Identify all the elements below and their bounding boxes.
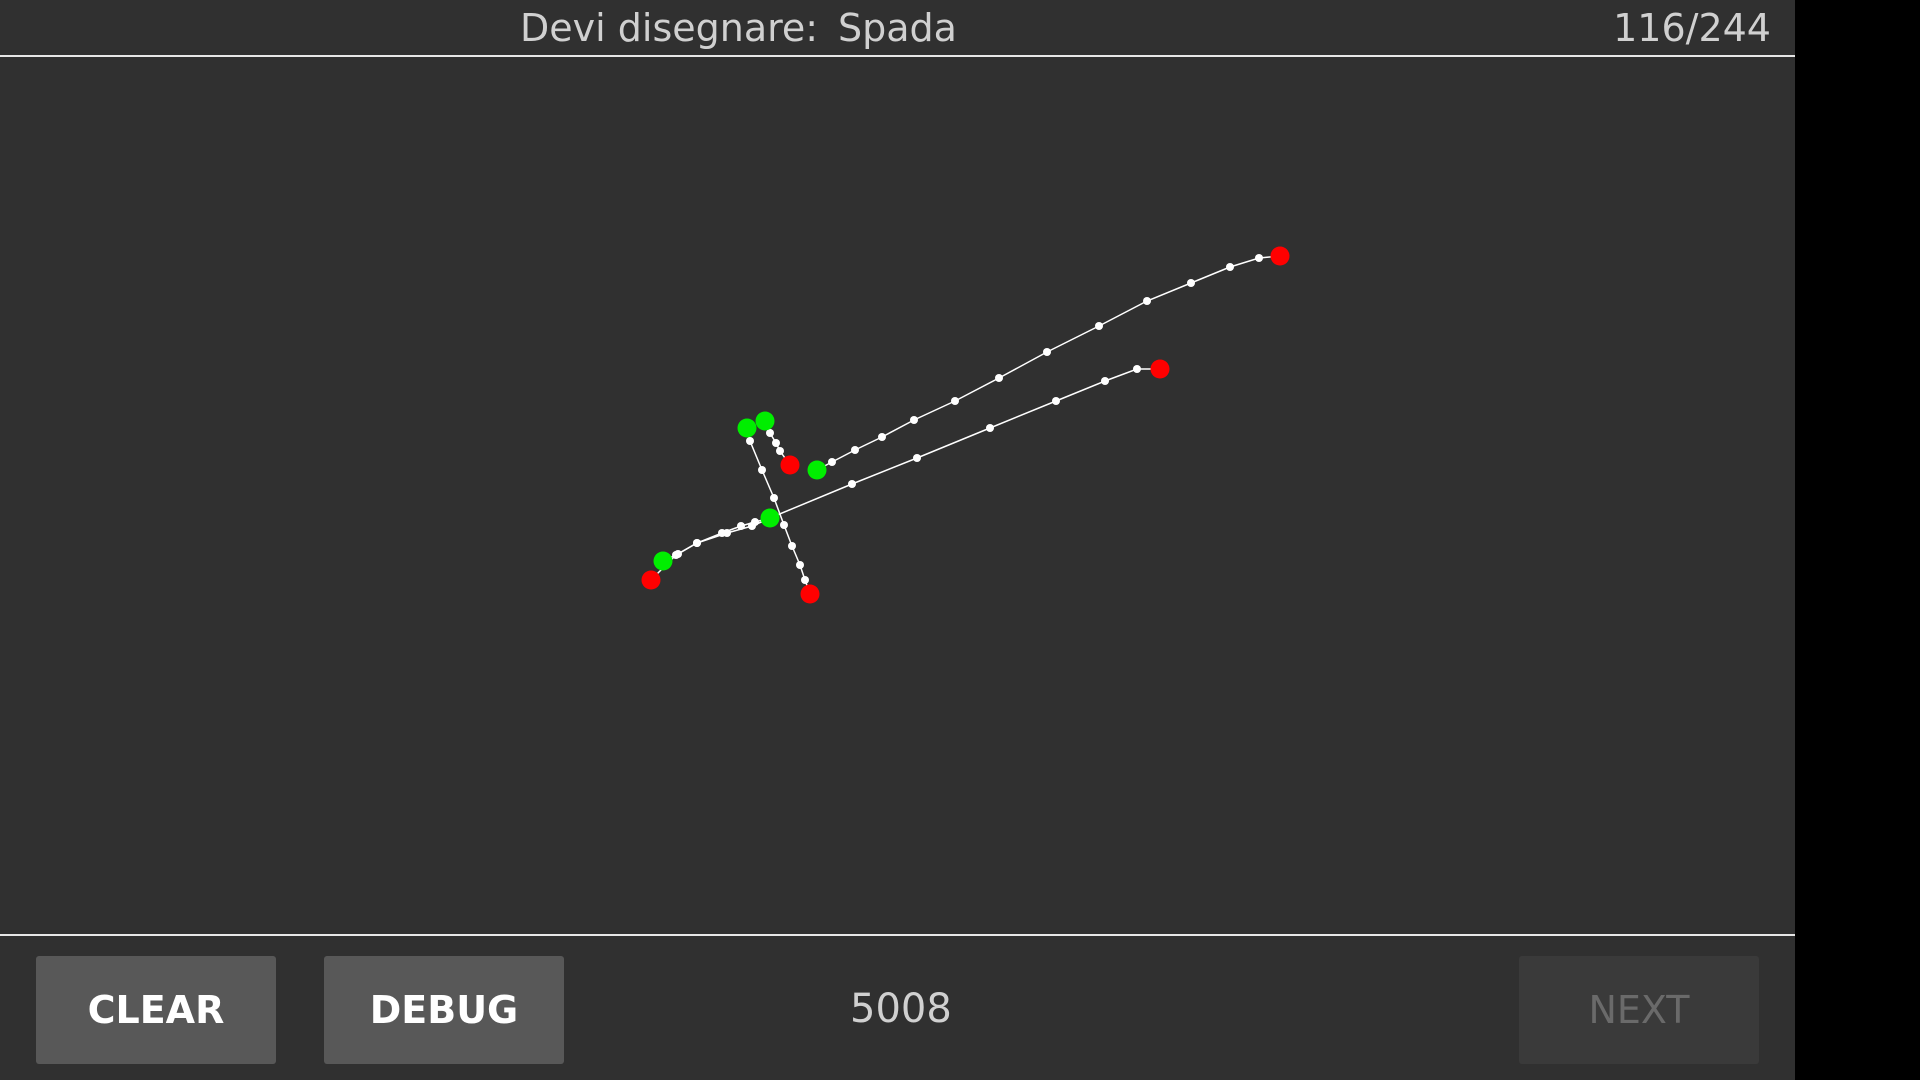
drawing-canvas[interactable] (0, 57, 1795, 934)
prompt-word: Spada (838, 6, 957, 50)
stroke-point (1255, 254, 1263, 262)
drawing-app: Devi disegnare: Spada 116/244 CLEAR DEBU… (0, 0, 1795, 1080)
stroke-point (748, 522, 756, 530)
stroke-point (1043, 348, 1051, 356)
prompt-label: Devi disegnare: (520, 6, 819, 50)
stroke-point (693, 539, 701, 547)
stroke-line-1 (816, 255, 1281, 471)
stroke-end-marker (780, 455, 800, 475)
stroke-point (788, 542, 796, 550)
stroke-point (878, 433, 886, 441)
stroke-point (828, 458, 836, 466)
stroke-end-marker (800, 584, 820, 604)
stroke-point (910, 416, 918, 424)
header-bar: Devi disegnare: Spada 116/244 (0, 0, 1795, 57)
stroke-point (1133, 365, 1141, 373)
stroke-point (772, 439, 780, 447)
stroke-point (913, 454, 921, 462)
stroke-point (848, 480, 856, 488)
stroke-end-marker (1270, 246, 1290, 266)
stroke-point (796, 561, 804, 569)
stroke-point (995, 374, 1003, 382)
stroke-end-marker (641, 570, 661, 590)
stroke-start-marker (755, 411, 775, 431)
stroke-point (758, 466, 766, 474)
progress-counter: 116/244 (1613, 6, 1771, 50)
stroke-point (1052, 397, 1060, 405)
stroke-point (1187, 279, 1195, 287)
stroke-end-marker (1150, 359, 1170, 379)
clear-button[interactable]: CLEAR (36, 956, 276, 1064)
stroke-start-marker (653, 551, 673, 571)
stroke-point (986, 424, 994, 432)
stroke-point (801, 576, 809, 584)
stroke-point (1101, 377, 1109, 385)
sketch-svg[interactable] (0, 57, 1795, 934)
stroke-start-marker (737, 418, 757, 438)
stroke-point (1095, 322, 1103, 330)
stroke-start-marker (807, 460, 827, 480)
debug-button[interactable]: DEBUG (324, 956, 564, 1064)
stroke-point (723, 529, 731, 537)
stroke-point (776, 447, 784, 455)
stroke-point (851, 446, 859, 454)
stroke-line-2 (662, 368, 1160, 562)
stroke-point (766, 429, 774, 437)
next-button[interactable]: NEXT (1519, 956, 1759, 1064)
footer-bar: CLEAR DEBUG 5008 NEXT (0, 934, 1795, 1080)
stroke-point (1143, 297, 1151, 305)
stroke-point (672, 551, 680, 559)
stroke-point (780, 521, 788, 529)
stroke-point (1226, 263, 1234, 271)
score-value: 5008 (850, 986, 952, 1032)
stroke-point (770, 494, 778, 502)
stroke-start-marker (760, 508, 780, 528)
stroke-point (951, 397, 959, 405)
stroke-point (746, 437, 754, 445)
